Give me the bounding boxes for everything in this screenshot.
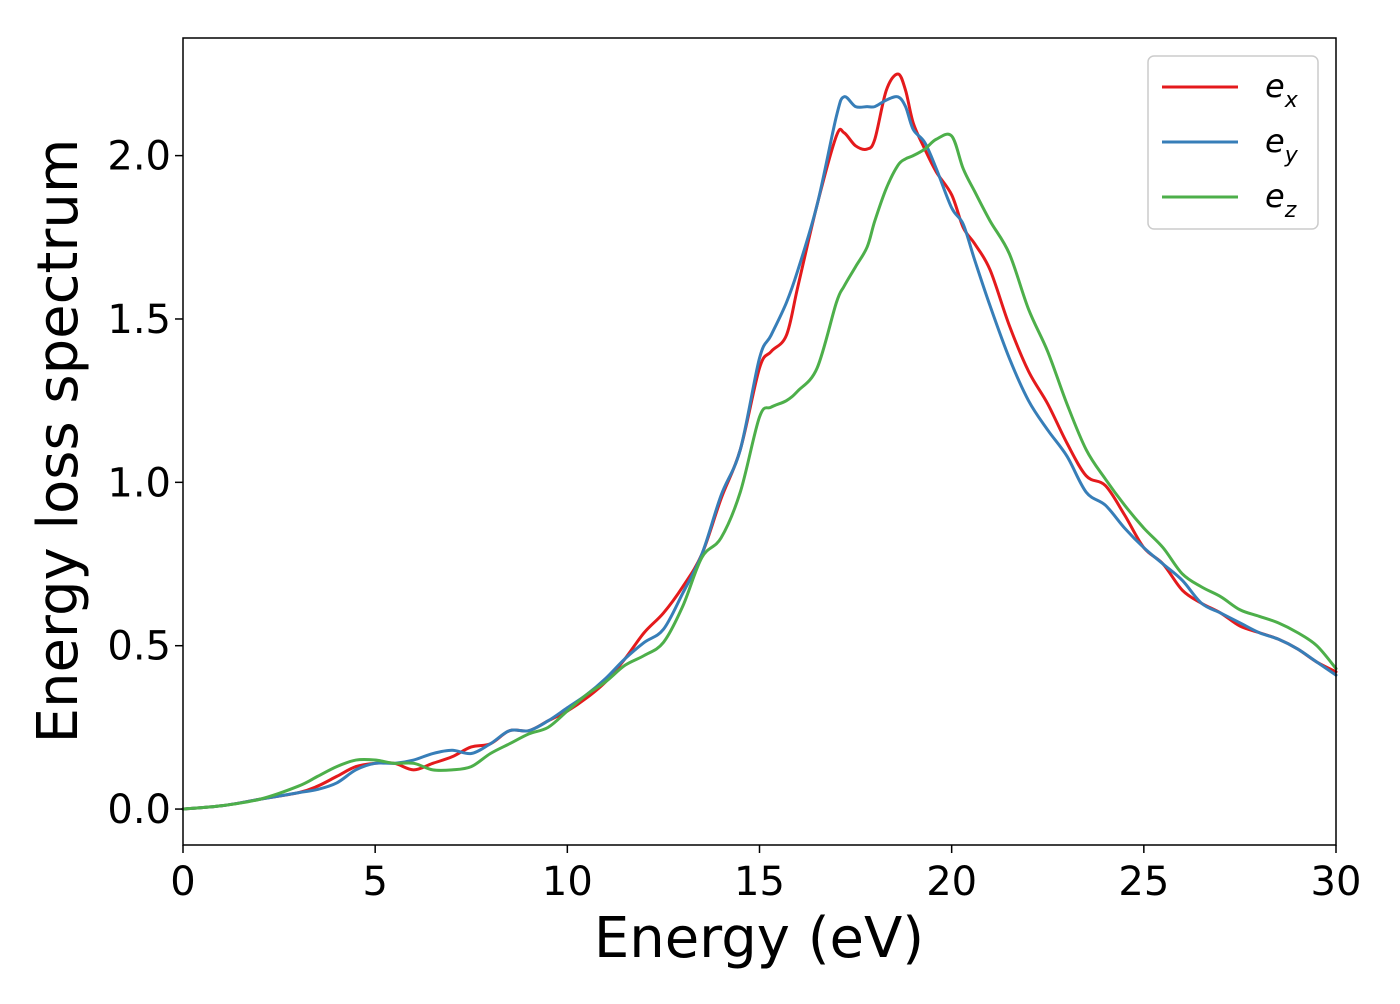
x-tick-label: 5 [362, 859, 387, 905]
series-line-z [181, 132, 1338, 811]
x-tick-label: 30 [1311, 859, 1362, 905]
series-line-x [181, 72, 1338, 811]
y-tick-label: 1.5 [107, 297, 171, 343]
y-axis-title: Energy loss spectrum [26, 139, 91, 744]
y-tick-label: 0.0 [107, 787, 171, 833]
y-axis-ticks: 0.0 0.5 1.0 1.5 2.0 [107, 134, 183, 833]
x-axis-ticks: 0 5 10 15 20 25 30 [170, 845, 1361, 905]
y-tick-label: 2.0 [107, 134, 171, 180]
x-tick-label: 15 [734, 859, 785, 905]
y-tick-label: 1.0 [107, 460, 171, 506]
series-layer [181, 72, 1338, 811]
x-tick-label: 20 [926, 859, 977, 905]
x-tick-label: 25 [1118, 859, 1169, 905]
series-line-y [181, 95, 1338, 811]
x-tick-label: 10 [542, 859, 593, 905]
x-axis-title: Energy (eV) [594, 906, 924, 971]
y-tick-label: 0.5 [107, 624, 171, 670]
x-tick-label: 0 [170, 859, 195, 905]
